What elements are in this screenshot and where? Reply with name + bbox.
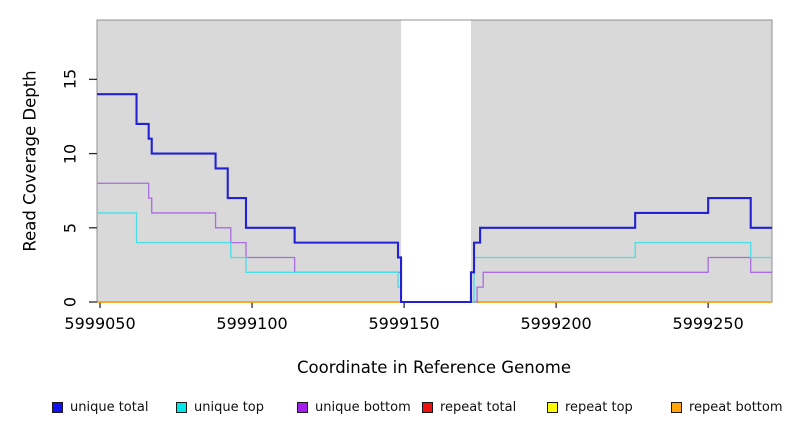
- series-line-unique-bottom: [97, 182, 772, 303]
- legend-swatch-unique-total: [52, 401, 63, 413]
- x-tick-label: 5999200: [520, 314, 592, 333]
- x-tick-label: 5999100: [216, 314, 288, 333]
- legend-swatch-repeat-bottom: [671, 401, 682, 413]
- legend-item-label: unique total: [70, 399, 149, 415]
- x-tick-label: 5999250: [672, 314, 744, 333]
- y-tick-label: 5: [60, 222, 80, 233]
- x-tick-label: 5999150: [368, 314, 440, 333]
- legend-item-unique-total: unique total: [52, 399, 148, 415]
- legend-item-unique-top: unique top: [176, 399, 264, 415]
- legend-swatch-repeat-top: [547, 401, 558, 413]
- legend-item-label: repeat total: [440, 399, 517, 415]
- legend-swatch-unique-bottom: [297, 401, 308, 413]
- legend-item-label: repeat bottom: [689, 399, 783, 415]
- legend-swatch-unique-top: [176, 401, 187, 413]
- legend-item-repeat-total: repeat total: [422, 399, 516, 415]
- legend-item-repeat-bottom: repeat bottom: [671, 399, 783, 415]
- legend-item-label: unique top: [194, 399, 265, 415]
- y-tick-label: 10: [60, 143, 80, 164]
- legend-item-repeat-top: repeat top: [547, 399, 633, 415]
- no-data-gap-region: [401, 20, 471, 302]
- series-line-unique-total: [97, 93, 772, 304]
- legend-item-unique-bottom: unique bottom: [297, 399, 411, 415]
- x-axis-title: Coordinate in Reference Genome: [296, 358, 572, 377]
- x-tick-label: 5999050: [64, 314, 136, 333]
- legend-item-label: unique bottom: [315, 399, 411, 415]
- series-line-unique-top: [97, 212, 772, 303]
- legend-item-label: repeat top: [565, 399, 633, 415]
- y-tick-label: 0: [60, 296, 80, 308]
- y-tick-label: 15: [60, 69, 80, 90]
- legend-swatch-repeat-total: [422, 401, 433, 413]
- y-axis-title: Read Coverage Depth: [20, 70, 40, 252]
